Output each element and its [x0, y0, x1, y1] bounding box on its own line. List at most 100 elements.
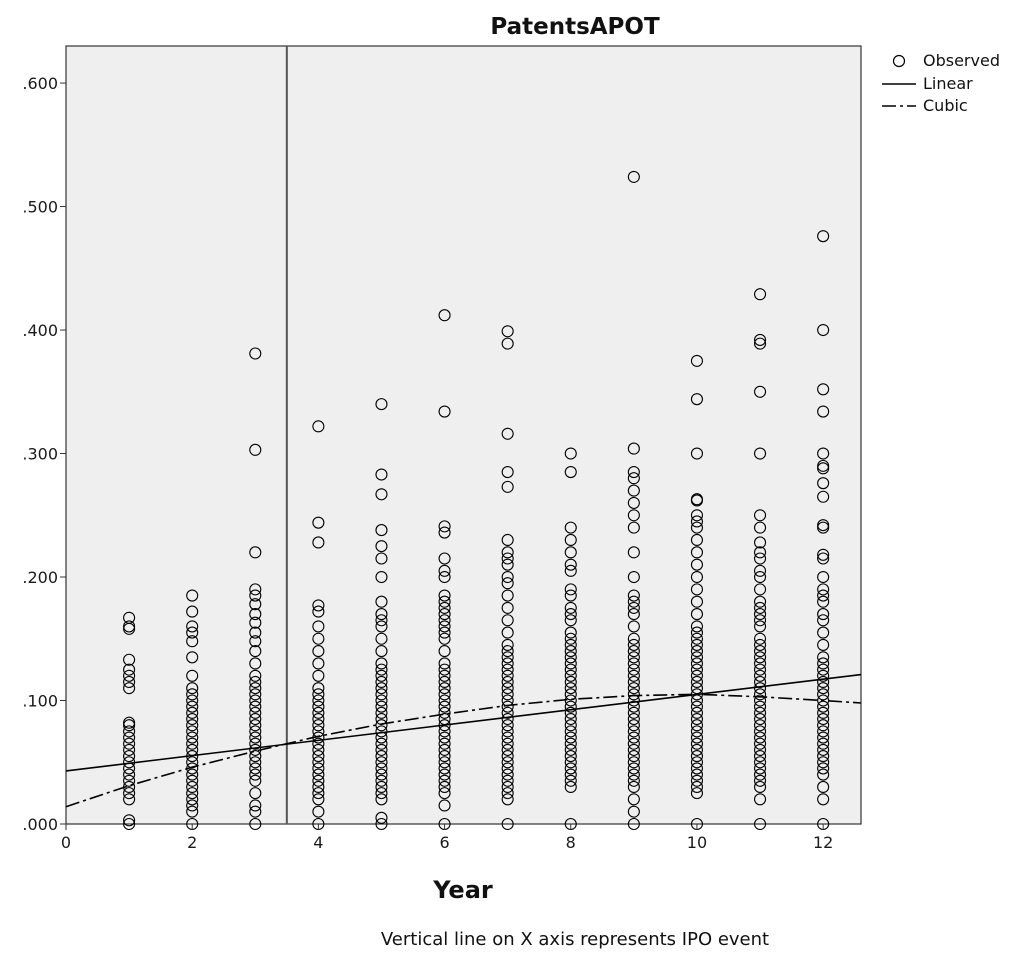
observed-point [438, 780, 451, 794]
observed-point [501, 589, 514, 602]
observed-point [690, 780, 704, 794]
observed-point [438, 309, 451, 322]
observed-point [564, 533, 577, 547]
observed-point [817, 583, 830, 596]
observed-point [690, 645, 704, 658]
observed-point [753, 706, 767, 719]
observed-point [817, 657, 830, 670]
observed-point [753, 817, 767, 831]
observed-point [627, 768, 640, 781]
observed-point [438, 682, 451, 695]
observed-point [753, 333, 767, 346]
observed-point [123, 743, 136, 756]
observed-point [375, 663, 388, 676]
observed-point [375, 540, 388, 553]
observed-point [564, 737, 577, 750]
observed-point [564, 663, 577, 676]
y-tick-label: .000 [22, 815, 58, 834]
observed-point [753, 546, 767, 559]
observed-point [501, 700, 514, 713]
observed-point [375, 645, 388, 658]
observed-point [501, 577, 514, 590]
observed-point [690, 737, 704, 750]
observed-point [627, 657, 640, 670]
observed-point [438, 675, 451, 689]
y-tick-label: .100 [22, 692, 58, 711]
observed-point [690, 669, 704, 682]
observed-point [690, 546, 704, 559]
observed-point [753, 570, 767, 584]
observed-points-group [123, 170, 830, 831]
linear-fit-line [65, 673, 862, 772]
observed-point [753, 750, 767, 763]
observed-point [564, 774, 577, 787]
observed-point [753, 288, 767, 301]
observed-point [375, 632, 388, 645]
observed-point [249, 657, 262, 670]
observed-point [817, 737, 830, 750]
observed-point [249, 645, 262, 658]
observed-point [249, 725, 262, 738]
x-tick-label: 0 [61, 833, 71, 852]
observed-point [753, 712, 767, 726]
observed-point [564, 651, 577, 664]
observed-point [438, 737, 451, 750]
observed-point [438, 595, 451, 608]
observed-point [438, 589, 451, 602]
observed-point [249, 608, 262, 621]
observed-point [564, 465, 577, 479]
observed-point [438, 645, 451, 658]
observed-point [123, 653, 136, 666]
observed-point [564, 768, 577, 781]
observed-point [501, 787, 514, 800]
observed-point [690, 570, 704, 584]
observed-point [375, 468, 388, 481]
observed-point [627, 484, 640, 497]
observed-point [627, 521, 640, 534]
observed-point [753, 700, 767, 713]
plot-area [65, 45, 862, 825]
observed-point [753, 536, 767, 549]
observed-point [564, 743, 577, 756]
observed-point [123, 750, 136, 763]
observed-point [817, 589, 830, 602]
observed-point [186, 719, 199, 732]
observed-point [817, 608, 830, 621]
y-tick-label: .600 [22, 74, 58, 93]
observed-point [690, 638, 704, 651]
observed-point [501, 626, 514, 639]
observed-point [501, 614, 514, 627]
legend-observed-marker [892, 54, 906, 68]
observed-point [375, 398, 388, 411]
observed-point [753, 385, 767, 398]
observed-point [186, 706, 199, 719]
observed-point [123, 817, 136, 831]
observed-point [817, 570, 830, 584]
fit-lines-group [65, 673, 862, 808]
observed-point [501, 731, 514, 744]
observed-point [627, 682, 640, 695]
observed-point [817, 712, 830, 726]
observed-point [817, 230, 830, 243]
observed-point [690, 521, 704, 534]
observed-point [501, 663, 514, 676]
observed-point [186, 651, 199, 664]
observed-point [249, 616, 262, 629]
observed-point [375, 793, 388, 806]
observed-point [312, 780, 325, 794]
observed-point [186, 620, 199, 633]
observed-point [627, 805, 640, 818]
observed-point [249, 805, 262, 818]
observed-point [627, 774, 640, 787]
observed-point [438, 405, 451, 418]
legend: Observed Linear Cubic [882, 51, 1000, 115]
observed-point [627, 472, 640, 485]
observed-point [501, 737, 514, 750]
observed-point [564, 700, 577, 713]
observed-point [690, 493, 704, 506]
observed-point [438, 663, 451, 676]
observed-point [312, 762, 325, 775]
observed-point [438, 756, 451, 769]
observed-point [753, 669, 767, 682]
observed-point [438, 614, 451, 627]
